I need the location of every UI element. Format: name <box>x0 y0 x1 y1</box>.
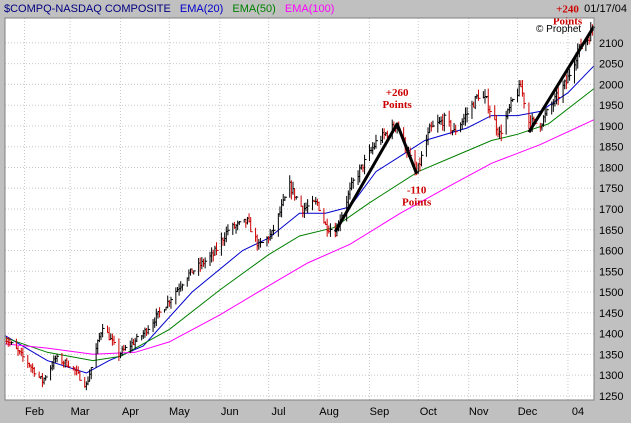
annotation-label: +240 <box>556 3 579 15</box>
y-tick-label: 1850 <box>599 142 623 154</box>
x-tick-label: Aug <box>319 406 339 418</box>
annotation-label: Points <box>402 197 432 209</box>
trendline <box>527 25 596 133</box>
y-tick-label: 1550 <box>599 266 623 278</box>
x-tick-label: May <box>169 406 190 418</box>
x-tick-label: Apr <box>122 406 139 418</box>
annotation-label: +260 <box>386 87 409 99</box>
y-tick-label: 1700 <box>599 204 623 216</box>
x-tick-label: Nov <box>469 406 489 418</box>
annotation-label: Points <box>382 99 412 111</box>
x-tick-label: Jul <box>272 406 286 418</box>
y-tick-label: 1500 <box>599 287 623 299</box>
y-tick-label: 1800 <box>599 162 623 174</box>
y-tick-label: 2050 <box>599 59 623 71</box>
series-line-ema100 <box>4 119 595 355</box>
series-line-ema20 <box>4 65 595 374</box>
x-tick-label: Dec <box>518 406 538 418</box>
x-axis: Feb Mar Apr May Jun Jul Aug Sep Oct Nov Dec 04 <box>25 406 584 418</box>
y-tick-label: 1450 <box>599 308 623 320</box>
y-tick-label: 1900 <box>599 121 623 133</box>
y-tick-label: 1750 <box>599 183 623 195</box>
y-tick-label: 1400 <box>599 329 623 341</box>
y-tick-label: 1600 <box>599 246 623 258</box>
x-tick-label: Jun <box>221 406 239 418</box>
ema100-legend: EMA(100) <box>284 3 335 15</box>
y-axis: 1250 1300 1350 1400 1450 1500 1550 1600 1650 1700… <box>599 38 623 403</box>
y-tick-label: 2100 <box>599 38 623 50</box>
annotation-label: -110 <box>407 185 427 197</box>
chart-header: $COMPQ-NASDAQ COMPOSITE EMA(20) EMA(50) … <box>4 0 624 18</box>
y-tick-label: 1950 <box>599 100 623 112</box>
grid <box>5 18 594 400</box>
plot-border <box>4 17 595 401</box>
y-tick-label: 2000 <box>599 79 623 91</box>
trendline <box>333 122 418 233</box>
x-tick-label: Mar <box>71 406 90 418</box>
trendlines <box>333 25 596 233</box>
symbol-label: $COMPQ-NASDAQ COMPOSITE <box>4 3 171 15</box>
x-tick-label: 04 <box>572 406 584 418</box>
chart-date: 01/17/04 <box>584 3 627 15</box>
watermark: © Prophet <box>536 24 581 35</box>
ema20-legend: EMA(20) <box>179 3 224 15</box>
y-tick-label: 1350 <box>599 349 623 361</box>
y-tick-label: 1250 <box>599 391 623 403</box>
ema-lines <box>4 65 595 374</box>
series-line-ema50 <box>4 88 595 362</box>
y-tick-label: 1650 <box>599 225 623 237</box>
ema50-legend: EMA(50) <box>232 3 276 15</box>
x-tick-label: Oct <box>420 406 437 418</box>
x-tick-label: Sep <box>370 406 390 418</box>
y-tick-label: 1300 <box>599 370 623 382</box>
x-tick-label: Feb <box>25 406 44 418</box>
